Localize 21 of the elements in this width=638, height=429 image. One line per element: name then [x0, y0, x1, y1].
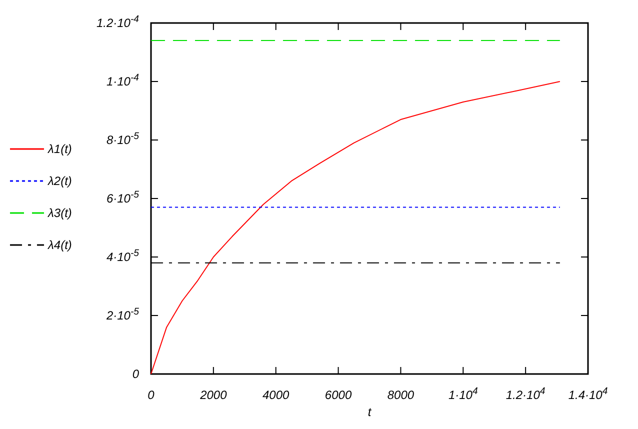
y-tick-label: 0 — [132, 367, 140, 381]
legend-label: λ3(t) — [47, 206, 72, 220]
x-tick-label: 2000 — [199, 388, 228, 402]
x-tick-label: 1.4·10$^{4}$ — [568, 386, 608, 402]
line-series — [150, 81, 560, 374]
x-tick-label: 1·10$^{4}$ — [448, 386, 478, 402]
y-tick-label: 6·10$^{-5}$ — [106, 189, 140, 206]
x-axis-title: t — [368, 405, 372, 419]
y-tick-label: 1·10$^{-4}$ — [106, 72, 139, 88]
legend-label: λ2(t) — [47, 174, 72, 188]
legend-label: λ1(t) — [47, 142, 72, 156]
y-tick-label: 8·10$^{-5}$ — [106, 130, 140, 147]
y-tick-label: 4·10$^{-5}$ — [106, 248, 140, 264]
x-tick-label: 0 — [148, 388, 155, 402]
x-tick-label: 8000 — [387, 388, 414, 402]
x-tick-label: 1.2·10$^{4}$ — [506, 386, 546, 402]
x-tick-label: 4000 — [262, 388, 290, 402]
legend-label: λ4(t) — [47, 238, 72, 252]
y-tick-label: 1.2·10$^{-4}$ — [96, 14, 139, 30]
x-tick-label: 6000 — [324, 388, 352, 402]
y-tick-label: 2·10$^{-5}$ — [105, 306, 140, 322]
